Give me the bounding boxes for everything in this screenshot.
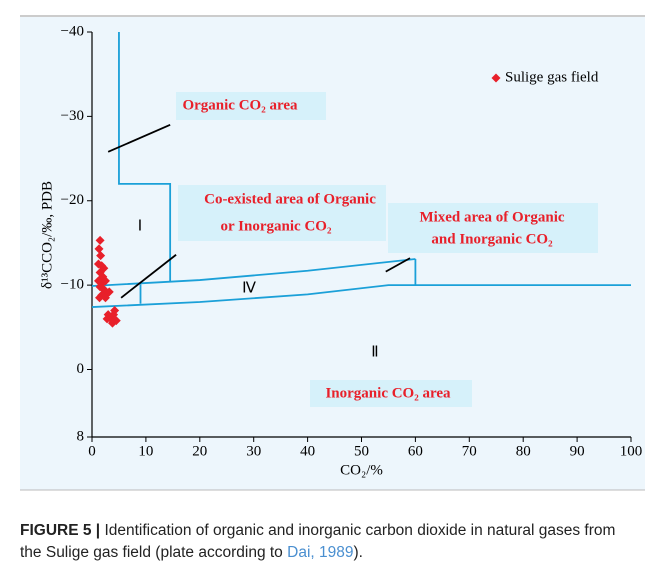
annotation-box (178, 185, 386, 241)
leader-line (385, 257, 411, 273)
x-tick-label: 20 (192, 443, 207, 459)
figure-background (20, 17, 645, 490)
leader-line (120, 254, 177, 299)
x-tick-label: 40 (300, 443, 315, 459)
x-tick-label: 50 (354, 443, 369, 459)
region-label: Ⅳ (242, 280, 256, 296)
annotation-box (176, 92, 326, 120)
caption-text: Identification of organic and inorganic … (20, 522, 616, 561)
y-tick-label: −30 (61, 108, 84, 124)
boundary-line (91, 258, 416, 287)
y-tick-label: 0 (77, 361, 85, 377)
caption-label: FIGURE 5 | (20, 522, 101, 539)
point (102, 314, 112, 324)
point (100, 276, 110, 286)
annotation-box (388, 203, 598, 253)
region-label: Ⅰ (138, 218, 142, 234)
x-tick-label: 80 (516, 443, 531, 459)
y-axis-label: δ¹³CCO₂/‰, PDB (39, 181, 55, 289)
boundary-line (118, 32, 172, 282)
leader-line (107, 123, 171, 153)
annotation: Organic CO₂ area (182, 97, 298, 113)
y-tick-label: −20 (61, 192, 84, 208)
caption: FIGURE 5 | Identification of organic and… (20, 520, 640, 564)
annotation-box (310, 380, 472, 407)
boundary-line (91, 284, 631, 308)
x-tick-label: 90 (570, 443, 585, 459)
y-tick-label: −40 (61, 23, 84, 39)
annotation: or Inorganic CO₂ (221, 218, 332, 234)
x-tick-label: 70 (462, 443, 477, 459)
point (96, 251, 106, 261)
annotation: Inorganic CO₂ area (325, 385, 451, 401)
y-tick-label: −10 (61, 277, 84, 293)
x-tick-label: 100 (620, 443, 643, 459)
annotation: Mixed area of Organic (419, 209, 564, 225)
legend-label: Sulige gas field (505, 69, 599, 85)
legend-marker (491, 73, 501, 83)
point (104, 287, 114, 297)
caption-link[interactable]: Dai, 1989 (287, 544, 354, 561)
point (107, 318, 117, 328)
point (94, 244, 104, 254)
point (100, 293, 110, 303)
point (95, 293, 105, 303)
annotation: and Inorganic CO₂ (431, 231, 553, 247)
x-axis-label: CO₂/% (340, 462, 383, 478)
x-tick-label: 30 (246, 443, 261, 459)
point (110, 305, 120, 315)
region-label: Ⅱ (371, 344, 378, 360)
x-tick-label: 0 (88, 443, 96, 459)
annotation: Co-existed area of Organic (204, 191, 376, 207)
y-tick-label: 8 (77, 428, 85, 444)
x-tick-label: 60 (408, 443, 423, 459)
caption-end: ). (353, 544, 363, 561)
point (95, 235, 105, 245)
x-tick-label: 10 (138, 443, 153, 459)
